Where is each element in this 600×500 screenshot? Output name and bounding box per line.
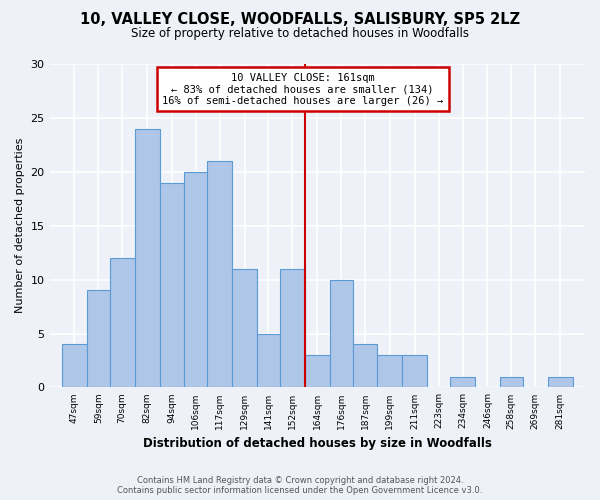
Bar [450, 376, 475, 388]
Bar [87, 290, 110, 388]
Bar [134, 128, 160, 388]
Bar [184, 172, 207, 388]
Bar [548, 376, 572, 388]
Bar [257, 334, 280, 388]
Bar [62, 344, 87, 388]
Bar [330, 280, 353, 388]
Bar [403, 355, 427, 388]
Text: Contains HM Land Registry data © Crown copyright and database right 2024.
Contai: Contains HM Land Registry data © Crown c… [118, 476, 482, 495]
Bar [207, 161, 232, 388]
Bar [110, 258, 134, 388]
Bar [160, 182, 184, 388]
Bar [280, 269, 305, 388]
X-axis label: Distribution of detached houses by size in Woodfalls: Distribution of detached houses by size … [143, 437, 492, 450]
Bar [500, 376, 523, 388]
Text: 10 VALLEY CLOSE: 161sqm
← 83% of detached houses are smaller (134)
16% of semi-d: 10 VALLEY CLOSE: 161sqm ← 83% of detache… [162, 72, 443, 106]
Text: Size of property relative to detached houses in Woodfalls: Size of property relative to detached ho… [131, 28, 469, 40]
Text: 10, VALLEY CLOSE, WOODFALLS, SALISBURY, SP5 2LZ: 10, VALLEY CLOSE, WOODFALLS, SALISBURY, … [80, 12, 520, 28]
Bar [353, 344, 377, 388]
Bar [232, 269, 257, 388]
Bar [305, 355, 330, 388]
Bar [377, 355, 403, 388]
Y-axis label: Number of detached properties: Number of detached properties [15, 138, 25, 314]
